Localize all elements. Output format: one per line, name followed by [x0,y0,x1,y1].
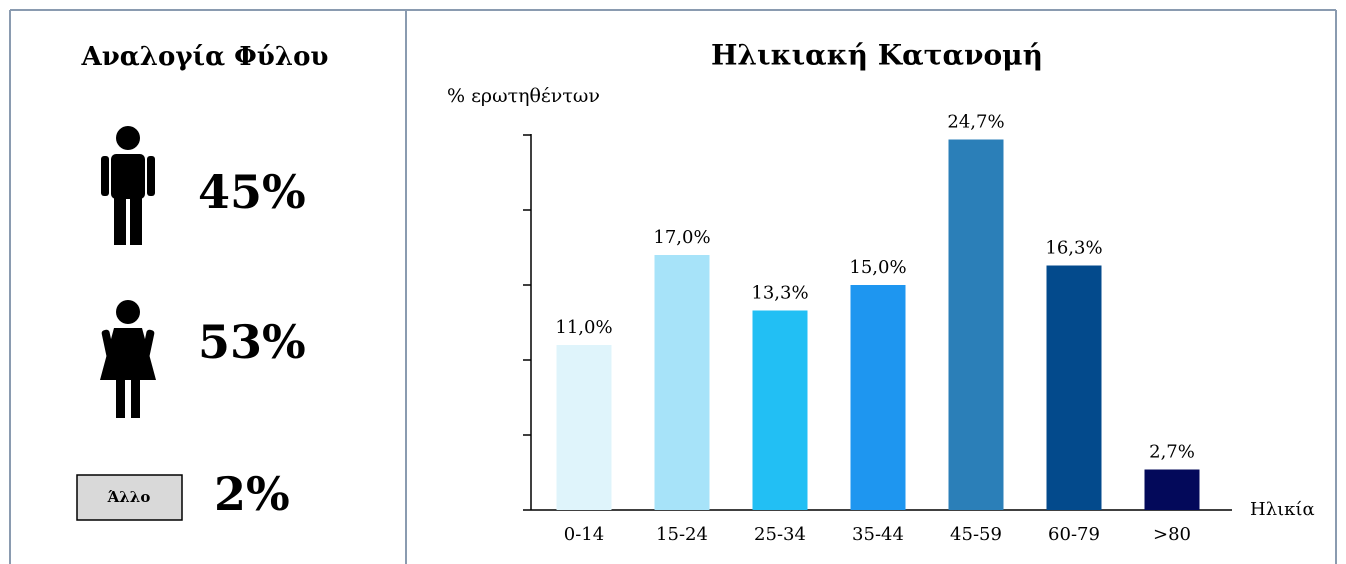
other-label: Άλλο [107,488,151,506]
data-label: 11,0% [555,317,612,338]
x-axis-label: Ηλικία [1250,499,1315,520]
x-tick-label: 15-24 [656,524,708,545]
bar [1144,469,1200,510]
other-value: 2% [214,467,290,521]
x-tick-label: 35-44 [852,524,904,545]
data-label: 2,7% [1149,442,1195,463]
other-box [76,474,183,521]
data-label: 15,0% [849,257,906,278]
bar [948,139,1004,510]
x-tick-label: 25-34 [754,524,806,545]
bar [556,345,612,510]
bar [654,255,710,510]
female-value: 53% [198,315,306,369]
y-axis-label: % ερωτηθέντων [447,85,600,107]
bar [850,285,906,510]
male-value: 45% [198,165,306,219]
data-label: 13,3% [751,283,808,304]
gender-title: Αναλογία Φύλου [81,42,329,72]
x-tick-label: >80 [1153,524,1191,545]
bar [752,310,808,510]
male-icon [101,126,155,245]
data-label: 24,7% [947,112,1004,133]
x-tick-label: 60-79 [1048,524,1100,545]
bar [1046,265,1102,510]
chart-title: Ηλικιακή Κατανομή [711,39,1043,72]
x-tick-label: 0-14 [564,524,604,545]
data-label: 16,3% [1045,238,1102,259]
data-label: 17,0% [653,227,710,248]
female-icon [100,300,156,418]
x-tick-label: 45-59 [950,524,1002,545]
frame [9,9,1337,564]
